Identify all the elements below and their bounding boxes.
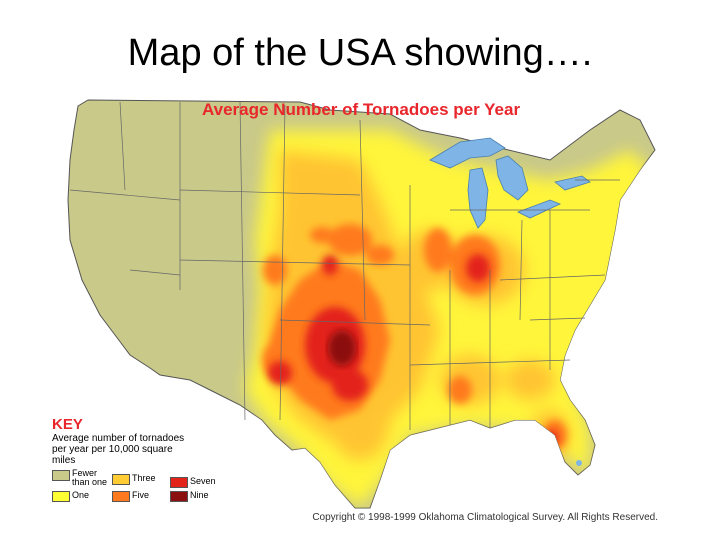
key-label: Nine xyxy=(190,490,209,500)
key-swatch xyxy=(170,477,188,488)
map-key: KEY Average number of tornadoes per year… xyxy=(52,417,252,502)
key-label: Seven xyxy=(190,476,216,486)
key-label: Five xyxy=(132,490,150,500)
key-swatch xyxy=(112,474,130,485)
key-label: One xyxy=(72,490,90,500)
map-title: Average Number of Tornadoes per Year xyxy=(202,100,521,119)
key-title: KEY xyxy=(52,416,83,433)
key-swatch xyxy=(170,491,188,502)
slide-title: Map of the USA showing…. xyxy=(127,32,593,74)
key-label: Fewer than one xyxy=(72,468,108,487)
great-lakes xyxy=(429,137,591,229)
copyright-notice: Copyright © 1998-1999 Oklahoma Climatolo… xyxy=(312,512,658,523)
key-swatch xyxy=(52,470,70,481)
tornado-map: Average Number of Tornadoes per Year KEY… xyxy=(30,90,680,530)
key-label: Three xyxy=(132,473,156,483)
usa-map-graphic xyxy=(67,99,656,509)
state-boundaries xyxy=(69,101,620,430)
key-swatch xyxy=(112,491,130,502)
key-legend: Fewer than one One Three Five Seven Nine xyxy=(52,468,252,502)
key-description: Average number of tornadoes per year per… xyxy=(52,433,185,466)
key-swatch xyxy=(52,491,70,502)
